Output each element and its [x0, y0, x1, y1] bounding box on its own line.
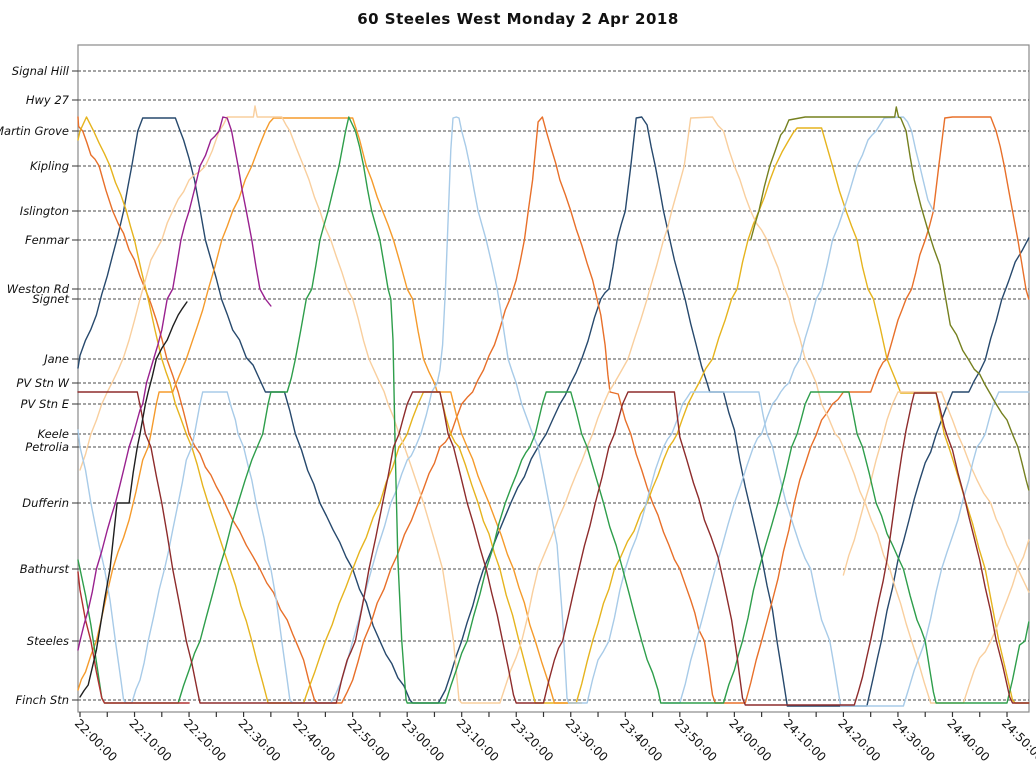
x-tick-label-14: 24:20:00 — [835, 716, 883, 764]
station-label-13: Dufferin — [22, 496, 69, 510]
trajectory-vehicle-light-blue-2 — [662, 116, 935, 704]
trajectory-vehicle-crimson — [77, 571, 190, 704]
station-label-6: Weston Rd — [7, 282, 70, 296]
x-tick-label-12: 24:00:00 — [726, 716, 774, 764]
x-tick-label-3: 22:30:00 — [235, 716, 283, 764]
x-tick-label-10: 23:40:00 — [617, 716, 665, 764]
chart-title: 60 Steeles West Monday 2 Apr 2018 — [357, 10, 679, 28]
x-tick-label-4: 22:40:00 — [290, 716, 338, 764]
station-label-10: PV Stn E — [21, 397, 70, 411]
x-tick-label-8: 23:20:00 — [508, 716, 556, 764]
station-label-4: Islington — [20, 204, 69, 218]
trajectory-vehicle-orange-medium — [77, 117, 583, 704]
station-label-1: Hwy 27 — [26, 93, 70, 107]
station-label-2: Martin Grove — [0, 124, 69, 138]
x-tick-label-0: 22:00:00 — [72, 716, 120, 764]
station-label-3: Kipling — [30, 159, 69, 173]
x-tick-label-16: 24:40:00 — [944, 716, 992, 764]
x-tick-label-7: 23:10:00 — [454, 716, 502, 764]
trajectory-vehicle-maroon — [77, 391, 1030, 706]
x-tick-label-9: 23:30:00 — [563, 716, 611, 764]
station-label-8: Jane — [42, 352, 69, 366]
x-tick-label-11: 23:50:00 — [672, 716, 720, 764]
station-label-5: Fenmar — [25, 233, 70, 247]
trajectory-vehicle-orange-dark — [77, 116, 1030, 704]
plot-border — [77, 44, 1030, 713]
trajectory-vehicle-purple — [77, 116, 272, 651]
x-tick-label-1: 22:10:00 — [126, 716, 174, 764]
trajectory-vehicle-black — [79, 301, 188, 698]
station-label-16: Finch Stn — [16, 693, 69, 707]
trajectory-vehicle-navy — [77, 116, 1030, 707]
station-label-9: PV Stn W — [16, 376, 69, 390]
station-label-11: Keele — [37, 427, 69, 441]
x-tick-label-13: 24:10:00 — [781, 716, 829, 764]
x-tick-label-6: 23:00:00 — [399, 716, 447, 764]
station-label-14: Bathurst — [20, 562, 70, 576]
station-label-0: Signal Hill — [12, 64, 70, 78]
trajectory-vehicle-pale-orange-2 — [842, 391, 1030, 593]
station-label-7: Signet — [32, 292, 69, 306]
trajectory-vehicle-green — [77, 116, 1030, 704]
station-label-15: Steeles — [27, 634, 69, 648]
x-tick-label-17: 24:50:00 — [999, 716, 1036, 764]
station-label-12: Petrolia — [25, 440, 69, 454]
trajectory-vehicle-olive — [750, 106, 1030, 491]
trajectory-vehicle-light-blue-1 — [77, 116, 1030, 707]
x-tick-label-5: 22:50:00 — [345, 716, 393, 764]
x-tick-label-15: 24:30:00 — [890, 716, 938, 764]
x-tick-label-2: 22:20:00 — [181, 716, 229, 764]
trajectory-vehicle-gold — [77, 116, 1030, 704]
